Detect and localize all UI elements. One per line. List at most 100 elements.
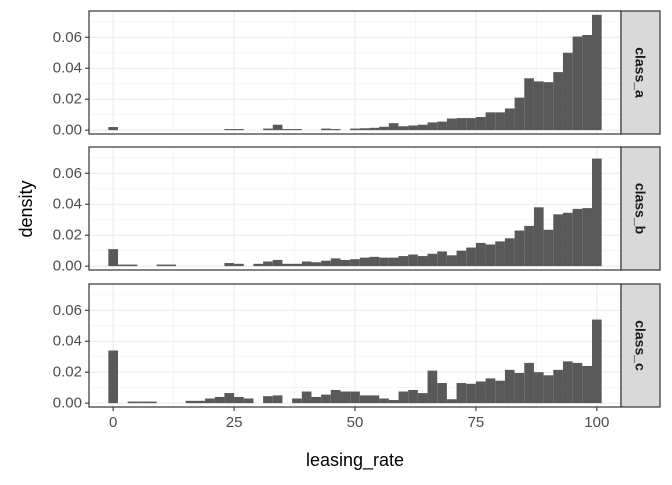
histogram-bar <box>311 396 322 404</box>
histogram-bar <box>118 264 128 267</box>
histogram-bar <box>379 126 389 131</box>
histogram-bar <box>446 255 457 267</box>
histogram-bars <box>108 319 602 404</box>
histogram-bar <box>224 393 235 404</box>
histogram-bar <box>417 124 428 131</box>
histogram-bar <box>543 82 554 131</box>
histogram-bar <box>350 391 360 404</box>
histogram-bar <box>408 125 418 131</box>
histogram-bar <box>263 261 273 267</box>
histogram-bar <box>562 361 573 404</box>
histogram-bar <box>417 393 428 404</box>
histogram-bar <box>195 400 206 404</box>
histogram-bar <box>543 229 554 267</box>
histogram-bar <box>582 34 592 131</box>
strip-background <box>620 283 661 408</box>
histogram-bar <box>504 369 515 404</box>
histogram-bar <box>446 399 457 404</box>
histogram-bar <box>417 256 428 267</box>
histogram-bar <box>321 394 331 404</box>
histogram-bar <box>263 128 273 131</box>
y-axis: 0.00 0.02 0.04 0.06 <box>53 165 89 275</box>
histogram-bar <box>388 123 399 131</box>
histogram-bar <box>456 118 467 131</box>
histogram-bar <box>282 129 293 131</box>
histogram-bar <box>524 78 534 131</box>
y-tick-label: 0.00 <box>53 122 82 139</box>
histogram-bar <box>359 395 370 404</box>
facet-panel-class-a: class_a 0.00 0.02 0.04 0.06 <box>53 10 661 139</box>
histogram-bar <box>156 264 167 267</box>
histogram-bar <box>350 259 360 267</box>
histogram-bar <box>185 400 196 404</box>
histogram-bar <box>437 121 447 131</box>
histogram-bar <box>533 81 544 131</box>
histogram-bar <box>311 262 322 267</box>
histogram-bar <box>263 396 273 404</box>
histogram-bar <box>524 225 534 267</box>
y-tick-label: 0.04 <box>53 60 82 77</box>
histogram-bar <box>292 263 302 267</box>
histogram-bar <box>272 124 283 131</box>
histogram-bar <box>321 260 331 267</box>
strip-background <box>620 10 661 135</box>
histogram-bar <box>137 401 148 404</box>
histogram-bar <box>572 362 583 404</box>
histogram-bar <box>427 370 438 404</box>
histogram-bars <box>108 158 602 267</box>
histogram-bar <box>253 263 264 267</box>
histogram-bar <box>475 242 486 267</box>
histogram-bar <box>456 250 467 267</box>
histogram-bar <box>321 128 331 131</box>
histogram-bar <box>330 129 341 131</box>
histogram-bar <box>591 319 602 404</box>
histogram-bar <box>388 257 399 267</box>
histogram-bar <box>495 380 505 404</box>
histogram-bar <box>214 396 225 404</box>
histogram-bar <box>379 257 389 267</box>
x-tick-label: 100 <box>584 414 609 431</box>
histogram-bar <box>369 395 380 404</box>
histogram-bar <box>330 258 341 267</box>
histogram-bar <box>398 256 409 267</box>
histogram-bar <box>514 97 525 131</box>
histogram-bar <box>330 389 341 404</box>
panel-grid <box>89 11 621 134</box>
histogram-bar <box>301 261 312 267</box>
histogram-bar <box>572 208 583 267</box>
histogram-bar <box>224 263 235 267</box>
histogram-bar <box>147 401 157 404</box>
histogram-bar <box>369 256 380 267</box>
histogram-bar <box>108 249 119 267</box>
histogram-bar <box>369 127 380 131</box>
histogram-bar <box>437 251 447 267</box>
histogram-bar <box>504 238 515 267</box>
histogram-bar <box>495 112 505 131</box>
histogram-bar <box>272 259 283 267</box>
histogram-bar <box>553 369 563 404</box>
histogram-bar <box>398 126 409 131</box>
histogram-bars <box>108 14 602 131</box>
histogram-bar <box>234 396 244 404</box>
histogram-bar <box>475 116 486 131</box>
histogram-bar <box>166 264 177 267</box>
histogram-bar <box>408 389 418 404</box>
x-tick-label: 25 <box>226 414 243 431</box>
histogram-bar <box>456 383 467 404</box>
histogram-bar <box>591 158 602 267</box>
histogram-bar <box>466 118 476 131</box>
histogram-bar <box>562 52 573 131</box>
histogram-bar <box>485 244 496 267</box>
x-tick-label: 50 <box>347 414 364 431</box>
histogram-bar <box>446 118 457 131</box>
strip-background <box>620 146 661 271</box>
histogram-bar <box>127 401 138 404</box>
histogram-bar <box>533 207 544 267</box>
histogram-bar <box>572 36 583 131</box>
histogram-bar <box>466 247 476 267</box>
x-axis: 0 25 50 75 100 <box>109 407 609 431</box>
histogram-bar <box>108 127 119 131</box>
histogram-bar <box>524 362 534 404</box>
